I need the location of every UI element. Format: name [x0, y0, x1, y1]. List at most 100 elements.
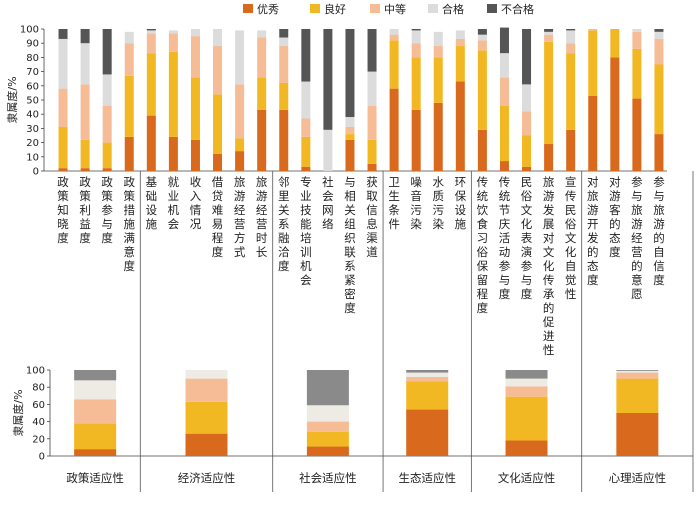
- bar-segment-top-21-4: [499, 53, 509, 78]
- bar-segment-top-7-2: [190, 77, 200, 140]
- category-label: 政策措施满意度: [124, 175, 136, 273]
- legend-swatch-4: [428, 4, 438, 13]
- bar-segment-bottom-6-5: [616, 370, 659, 371]
- bar-segment-top-16-2: [389, 40, 399, 89]
- bar-segment-top-23-1: [544, 144, 554, 171]
- category-label: 传统饮食习俗保留程度: [477, 175, 489, 315]
- bar-segment-top-22-4: [522, 84, 532, 112]
- bar-segment-top-9-4: [235, 30, 245, 85]
- bar-segment-top-6-2: [168, 51, 178, 137]
- bar-segment-top-4-4: [124, 31, 134, 44]
- bar-segment-top-19-3: [455, 38, 465, 47]
- bar-segment-top-27-4: [632, 29, 642, 32]
- bar-segment-top-10-2: [257, 77, 267, 110]
- top-chart: 0 10 20 30 40 50 60 70 80 90 100 隶属度/% 政策知晓度政策利益度政策参…: [5, 25, 667, 357]
- bar-segment-bottom-1-2: [74, 423, 117, 450]
- category-label: 旅游发展对文化传承的促进性: [543, 175, 555, 357]
- bar-segment-top-22-3: [522, 111, 532, 136]
- bar-segment-top-5-2: [146, 53, 156, 116]
- category-label: 社会网络: [322, 175, 334, 231]
- bar-segment-top-2-1: [80, 168, 90, 171]
- bar-segment-top-22-1: [522, 166, 532, 171]
- bar-segment-top-14-3: [345, 126, 355, 135]
- bar-segment-top-4-1: [124, 136, 134, 171]
- bar-segment-bottom-3-3: [306, 421, 349, 432]
- bar-segment-top-1-5: [58, 29, 68, 39]
- category-label: 环保设施: [455, 175, 467, 231]
- category-label: 旅游经营时长: [256, 175, 268, 259]
- bar-segment-top-20-5: [477, 29, 487, 35]
- bar-segment-bottom-5-2: [505, 396, 548, 441]
- category-label: 参与旅游经营的意愿: [631, 175, 643, 301]
- bar-segment-bottom-6-4: [616, 370, 659, 373]
- bar-segment-top-25-2: [588, 30, 598, 96]
- category-label: 就业机会: [168, 175, 180, 231]
- bar-segment-top-20-3: [477, 40, 487, 51]
- category-label: 政策利益度: [79, 175, 91, 245]
- bar-segment-bottom-1-3: [74, 399, 117, 424]
- bar-segment-bottom-1-4: [74, 380, 117, 400]
- group-label: 社会适应性: [299, 471, 357, 485]
- y-tick-label: 100: [20, 25, 39, 36]
- bar-segment-top-11-2: [279, 82, 289, 110]
- bar-segment-top-1-1: [58, 168, 68, 171]
- bar-segment-top-24-2: [566, 53, 576, 130]
- bar-segment-top-3-4: [102, 74, 112, 106]
- bar-segment-top-14-4: [345, 117, 355, 127]
- bar-segment-top-8-3: [213, 46, 223, 95]
- bar-segment-top-21-2: [499, 105, 509, 162]
- bar-segment-top-20-1: [477, 129, 487, 171]
- bar-segment-top-28-4: [654, 31, 664, 39]
- bar-segment-top-2-5: [80, 29, 90, 44]
- y-tick-label: 90: [26, 39, 39, 50]
- bar-segment-top-21-5: [499, 27, 509, 54]
- category-label: 专业技能培训机会: [300, 175, 312, 287]
- category-label: 传统节庆活动参与度: [499, 175, 511, 301]
- bar-segment-top-19-2: [455, 46, 465, 82]
- category-label: 宣传民俗文化自觉性: [565, 175, 577, 301]
- bar-segment-top-1-3: [58, 88, 68, 127]
- category-label: 卫生条件: [388, 175, 400, 231]
- y-tick-label: 80: [32, 383, 45, 394]
- bar-segment-top-7-4: [190, 29, 200, 37]
- legend-label-1: 优秀: [257, 3, 279, 16]
- bar-segment-top-27-1: [632, 98, 642, 171]
- bar-segment-top-10-4: [257, 30, 267, 38]
- bar-segment-top-2-3: [80, 84, 90, 140]
- bar-segment-top-28-1: [654, 134, 664, 171]
- bar-segment-bottom-3-1: [306, 446, 349, 456]
- y-tick-label: 30: [26, 124, 39, 135]
- bar-segment-top-25-3: [588, 29, 598, 31]
- bar-segment-bottom-6-3: [616, 372, 659, 379]
- bar-segment-top-11-1: [279, 109, 289, 171]
- bar-segment-top-20-4: [477, 34, 487, 41]
- group-label: 政策适应性: [66, 471, 124, 485]
- bar-segment-top-15-2: [367, 139, 377, 164]
- y-tick-label: 80: [26, 53, 39, 64]
- bar-segment-bottom-5-3: [505, 386, 548, 397]
- y-tick-label: 0: [39, 452, 45, 463]
- category-label: 民俗文化表演参与度: [521, 175, 533, 301]
- bar-segment-top-14-1: [345, 139, 355, 171]
- bar-segment-bottom-4-2: [406, 381, 449, 410]
- bar-segment-top-24-1: [566, 129, 576, 171]
- bar-segment-top-12-3: [301, 118, 311, 137]
- bar-segment-top-17-5: [411, 29, 421, 31]
- bar-segment-bottom-4-4: [406, 372, 449, 377]
- bar-segment-top-28-2: [654, 64, 664, 135]
- category-label: 对旅游开发的态度: [587, 175, 599, 287]
- group-label: 生态适应性: [398, 471, 456, 485]
- bar-segment-top-7-1: [190, 139, 200, 171]
- bar-segment-top-18-3: [433, 46, 443, 58]
- bar-segment-top-2-4: [80, 43, 90, 85]
- bar-segment-top-3-2: [102, 142, 112, 169]
- bar-segment-top-13-5: [323, 29, 333, 130]
- bar-segment-top-9-1: [235, 151, 245, 171]
- y-tick-label: 0: [33, 167, 39, 178]
- legend-label-3: 中等: [384, 2, 406, 16]
- bar-segment-top-19-4: [455, 30, 465, 39]
- bar-segment-top-23-5: [544, 29, 554, 32]
- legend-label-5: 不合格: [501, 2, 534, 16]
- bar-segment-top-4-2: [124, 75, 134, 137]
- bar-segment-top-16-3: [389, 34, 399, 41]
